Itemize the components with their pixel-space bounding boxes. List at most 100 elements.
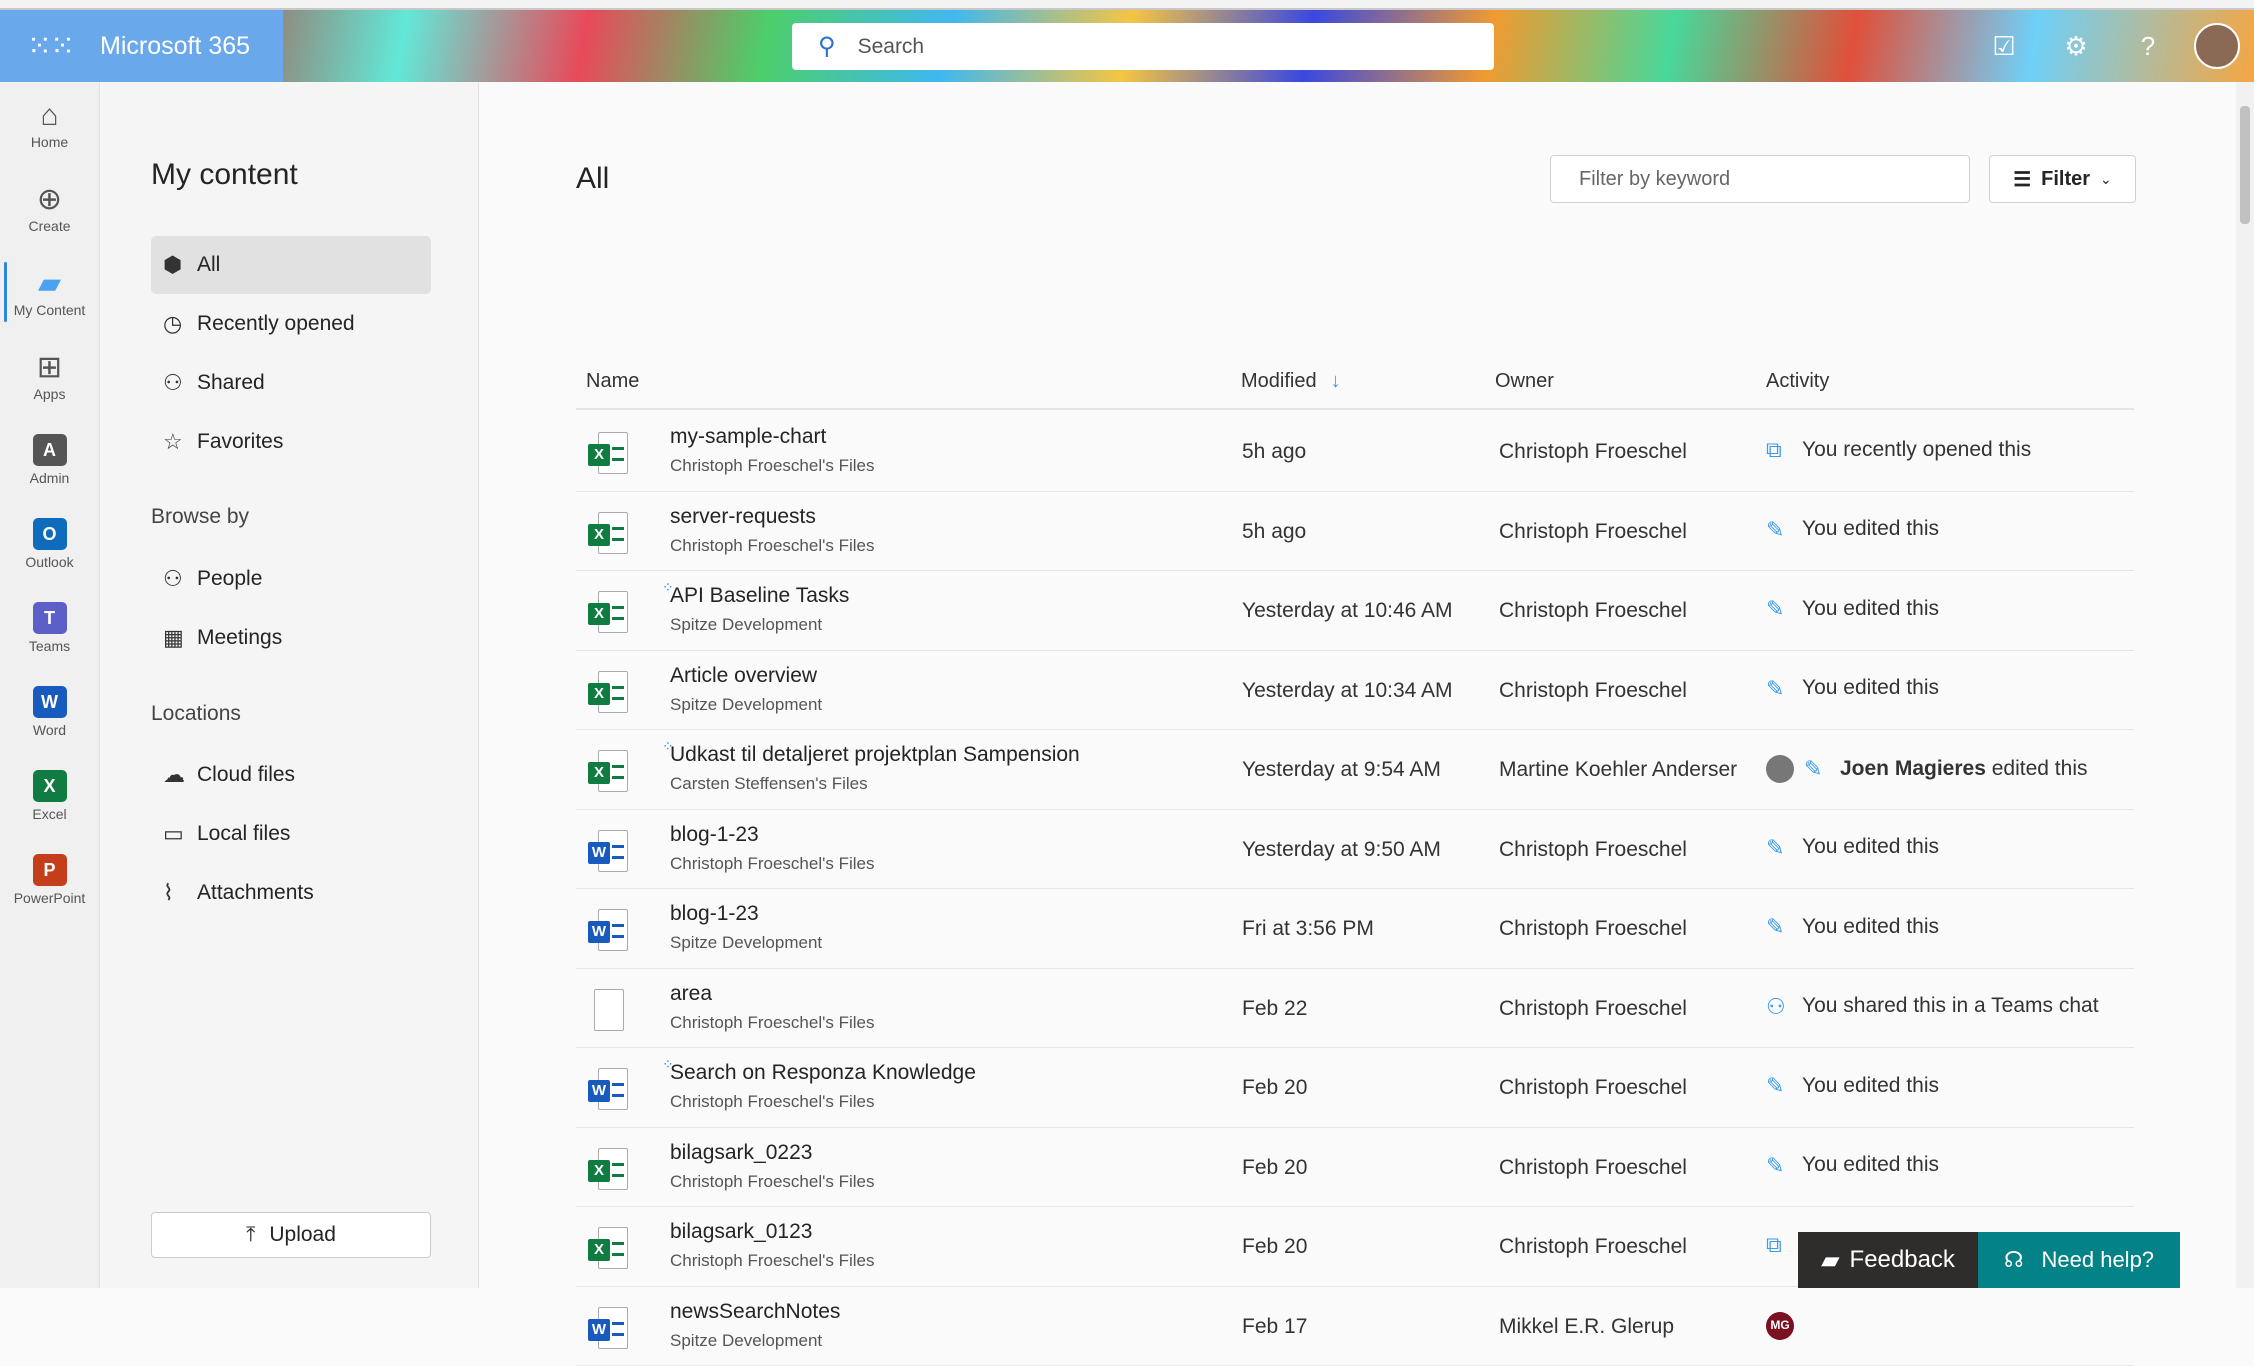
powerpoint-icon: P (33, 854, 67, 886)
sidebar: My content ⬢All◷Recently opened⚇Shared☆F… (101, 82, 479, 1288)
table-row[interactable]: X⁘Udkast til detaljeret projektplan Samp… (576, 730, 2134, 810)
modified: 5h ago (1242, 520, 1306, 544)
activity: ✎You edited this (1766, 1073, 1939, 1098)
sidebar-item-meetings[interactable]: ▦Meetings (151, 609, 431, 667)
file-name[interactable]: API Baseline Tasks (670, 584, 849, 608)
column-activity[interactable]: Activity (1766, 370, 1829, 393)
scrollbar[interactable] (2236, 82, 2254, 1288)
modified: Feb 17 (1242, 1315, 1307, 1339)
file-name[interactable]: Search on Responza Knowledge (670, 1061, 976, 1085)
modified: Feb 20 (1242, 1156, 1307, 1180)
file-name[interactable]: area (670, 982, 712, 1006)
rail-label: PowerPoint (14, 890, 86, 906)
rail-label: Teams (29, 638, 70, 654)
sidebar-item-local-files[interactable]: ▭Local files (151, 805, 431, 863)
activity: ✎You edited this (1766, 835, 1939, 860)
rail-item-apps[interactable]: ⊞Apps (0, 334, 99, 418)
comment-icon: ▰ (1821, 1246, 1839, 1275)
app-launcher-icon[interactable]: ⁙⁙ (0, 29, 100, 64)
avatar[interactable] (2194, 23, 2240, 69)
sidebar-item-all[interactable]: ⬢All (151, 236, 431, 294)
table-row[interactable]: W⁘Search on Responza Knowledge Christoph… (576, 1048, 2134, 1128)
table-row[interactable]: area Christoph Froeschel's Files Feb 22 … (576, 969, 2134, 1049)
tasks-icon[interactable]: ☑ (1968, 31, 2040, 62)
file-name[interactable]: bilagsark_0223 (670, 1141, 812, 1165)
file-name[interactable]: bilagsark_0123 (670, 1220, 812, 1244)
column-modified[interactable]: Modified↓ (1241, 370, 1341, 393)
gear-icon[interactable]: ⚙ (2040, 31, 2112, 62)
file-location: Christoph Froeschel's Files (670, 1251, 874, 1271)
file-name[interactable]: blog-1-23 (670, 823, 759, 847)
rail-label: Create (28, 218, 70, 234)
open-icon: ⧉ (1766, 437, 1792, 462)
owner: Christoph Froeschel (1499, 917, 1687, 941)
file-location: Spitze Development (670, 1331, 822, 1351)
owner: Christoph Froeschel (1499, 599, 1687, 623)
people-icon: ⚇ (163, 566, 197, 592)
rail-label: Word (33, 722, 66, 738)
sidebar-item-cloud-files[interactable]: ☁Cloud files (151, 746, 431, 804)
sidebar-item-favorites[interactable]: ☆Favorites (151, 413, 431, 471)
cloud-files-icon: ☁ (163, 762, 197, 788)
modified: 5h ago (1242, 440, 1306, 464)
rail-item-create[interactable]: ⊕Create (0, 166, 99, 250)
sidebar-item-recently-opened[interactable]: ◷Recently opened (151, 295, 431, 353)
home-icon: ⌂ (40, 98, 58, 134)
sidebar-item-shared[interactable]: ⚇Shared (151, 354, 431, 412)
rail-item-home[interactable]: ⌂Home (0, 82, 99, 166)
upload-button[interactable]: ⤒Upload (151, 1212, 431, 1258)
need-help-button[interactable]: ☊Need help? (1978, 1232, 2180, 1288)
file-name[interactable]: blog-1-23 (670, 902, 759, 926)
word-file-icon: W (588, 1068, 628, 1110)
activity: ✎You edited this (1766, 1153, 1939, 1178)
file-name[interactable]: Article overview (670, 664, 817, 688)
activity: ✎You edited this (1766, 517, 1939, 542)
table-row[interactable]: X⁘API Baseline Tasks Spitze Development … (576, 571, 2134, 651)
file-name[interactable]: server-requests (670, 505, 816, 529)
locations-heading: Locations (151, 702, 241, 726)
edit-icon: ✎ (1804, 756, 1830, 781)
search-input[interactable]: ⚲ Search (792, 23, 1494, 70)
modified: Yesterday at 9:54 AM (1242, 758, 1441, 782)
help-icon[interactable]: ? (2112, 31, 2184, 62)
column-name[interactable]: Name (586, 370, 639, 393)
feedback-button[interactable]: ▰Feedback (1798, 1232, 1978, 1288)
excel-file-icon: X (588, 750, 628, 792)
file-name[interactable]: newsSearchNotes (670, 1300, 840, 1324)
file-name[interactable]: my-sample-chart (670, 425, 826, 449)
rail-item-my-content[interactable]: ▰My Content (0, 250, 99, 334)
word-file-icon: W (588, 1307, 628, 1349)
local-files-icon: ▭ (163, 821, 197, 847)
filter-keyword-input[interactable]: Filter by keyword (1550, 155, 1970, 203)
file-name[interactable]: Udkast til detaljeret projektplan Sampen… (670, 743, 1080, 767)
table-header: Name Modified↓ Owner Activity (576, 352, 2134, 410)
attachments-icon: ⌇ (163, 880, 197, 906)
app-name[interactable]: Microsoft 365 (100, 32, 250, 61)
modified: Feb 22 (1242, 997, 1307, 1021)
rail-item-powerpoint[interactable]: P PowerPoint (0, 838, 99, 922)
file-location: Christoph Froeschel's Files (670, 1172, 874, 1192)
sidebar-item-attachments[interactable]: ⌇Attachments (151, 864, 431, 922)
filter-button[interactable]: ☰Filter⌄ (1989, 155, 2136, 203)
scrollbar-thumb[interactable] (2240, 106, 2250, 224)
favorites-icon: ☆ (163, 429, 197, 455)
folder-icon: ▰ (38, 266, 61, 302)
column-owner[interactable]: Owner (1495, 370, 1554, 393)
owner: Christoph Froeschel (1499, 997, 1687, 1021)
file-location: Spitze Development (670, 695, 822, 715)
rail-label: Admin (30, 470, 70, 486)
apps-icon: ⊞ (37, 350, 62, 386)
sidebar-item-people[interactable]: ⚇People (151, 550, 431, 608)
